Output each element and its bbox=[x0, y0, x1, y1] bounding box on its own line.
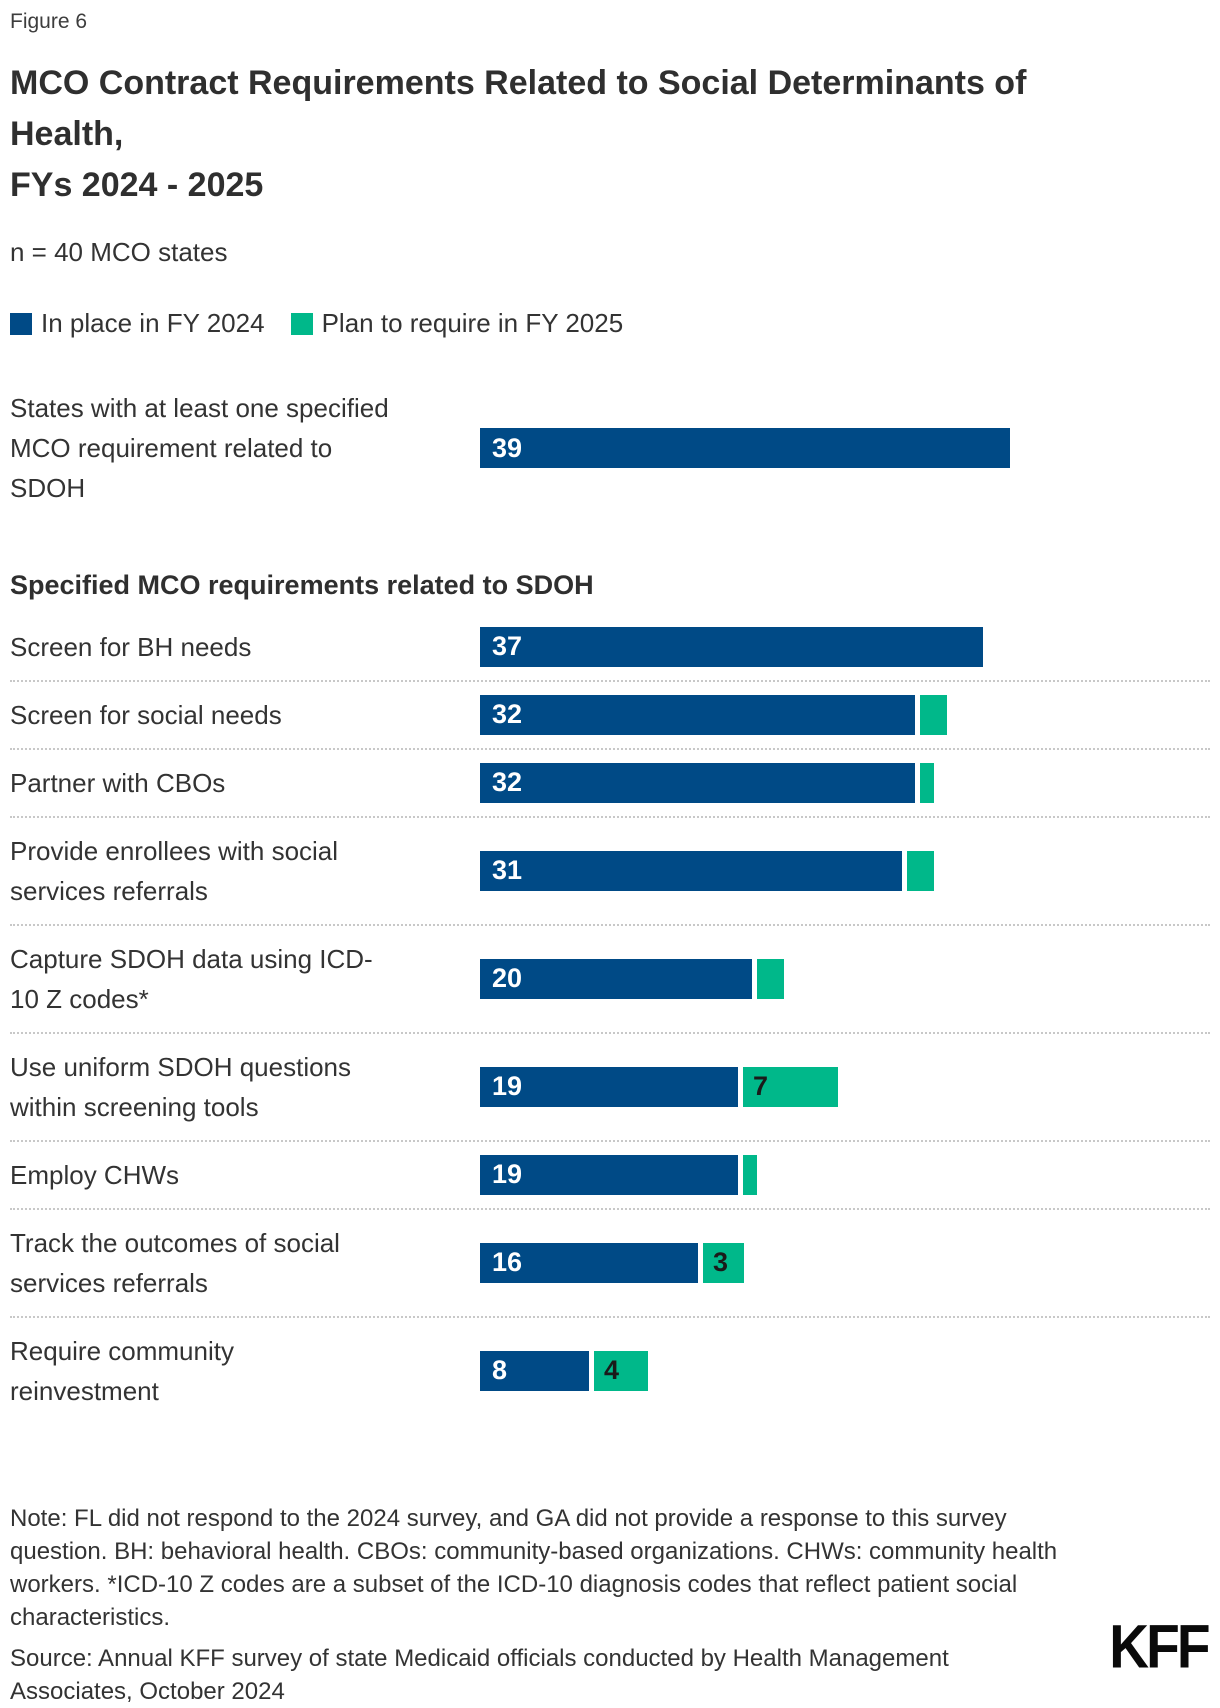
bar-fy2024: 8 bbox=[480, 1350, 589, 1391]
bar-track: 37 bbox=[480, 626, 1210, 667]
chart-group-overall: States with at least one specified MCO r… bbox=[10, 375, 1210, 521]
bar-fy2024: 19 bbox=[480, 1066, 738, 1107]
row-label: Use uniform SDOH questions within screen… bbox=[10, 1051, 352, 1122]
bar-fy2025: 7 bbox=[743, 1066, 838, 1107]
bar-value-fy2024: 20 bbox=[492, 963, 523, 993]
bar-fy2025 bbox=[907, 850, 934, 891]
bar-track: 19 bbox=[480, 1154, 1210, 1195]
bar-fy2025: 3 bbox=[703, 1242, 744, 1283]
chart-row: Screen for social needs 32 bbox=[10, 679, 1210, 748]
legend-label-fy2024: In place in FY 2024 bbox=[41, 308, 265, 338]
legend-label-fy2025: Plan to require in FY 2025 bbox=[321, 308, 624, 338]
bar-fy2024: 31 bbox=[480, 850, 902, 891]
kff-logo: KFF bbox=[1109, 1612, 1210, 1681]
bar-value-fy2025: 4 bbox=[604, 1355, 620, 1385]
bar-fy2024: 20 bbox=[480, 958, 752, 999]
bar-value-fy2024: 32 bbox=[492, 767, 523, 797]
bar-value-fy2024: 16 bbox=[492, 1247, 523, 1277]
bar-track: 31 bbox=[480, 850, 1210, 891]
legend-item-fy2025: Plan to require in FY 2025 bbox=[290, 308, 624, 339]
bar-track: 20 bbox=[480, 958, 1210, 999]
chart-row: Use uniform SDOH questions within screen… bbox=[10, 1031, 1210, 1140]
bar-track: 19 7 bbox=[480, 1066, 1210, 1107]
bar-track: 16 3 bbox=[480, 1242, 1210, 1283]
row-label: Provide enrollees with social services r… bbox=[10, 835, 339, 906]
bar-fy2024: 19 bbox=[480, 1154, 738, 1195]
bar-value-fy2024: 39 bbox=[492, 432, 523, 463]
row-label: Employ CHWs bbox=[10, 1159, 180, 1190]
bar-fy2025: 4 bbox=[594, 1350, 648, 1391]
row-label: States with at least one specified MCO r… bbox=[10, 393, 389, 503]
chart-row: Capture SDOH data using ICD-10 Z codes* 2… bbox=[10, 923, 1210, 1032]
chart-title-line-2: FYs 2024 - 2025 bbox=[10, 166, 264, 204]
chart-row: Require community reinvestment 8 4 bbox=[10, 1315, 1210, 1424]
bar-fy2025 bbox=[757, 958, 784, 999]
bar-value-fy2024: 19 bbox=[492, 1159, 523, 1189]
bar-fy2025 bbox=[920, 762, 934, 803]
legend: In place in FY 2024 Plan to require in F… bbox=[10, 308, 1210, 339]
bar-value-fy2024: 37 bbox=[492, 631, 523, 661]
chart-row: Provide enrollees with social services r… bbox=[10, 815, 1210, 924]
row-label: Screen for BH needs bbox=[10, 631, 252, 662]
bar-fy2025 bbox=[743, 1154, 757, 1195]
chart-row: Partner with CBOs 32 bbox=[10, 747, 1210, 816]
chart-title-line-1: MCO Contract Requirements Related to Soc… bbox=[10, 64, 1027, 153]
chart-title: MCO Contract Requirements Related to Soc… bbox=[10, 58, 1110, 211]
bar-track: 32 bbox=[480, 694, 1210, 735]
bar-track: 39 bbox=[480, 428, 1210, 468]
chart-row: Screen for BH needs 37 bbox=[10, 614, 1210, 680]
bar-value-fy2024: 32 bbox=[492, 699, 523, 729]
bar-fy2024: 32 bbox=[480, 762, 915, 803]
bar-fy2024: 16 bbox=[480, 1242, 698, 1283]
legend-swatch-fy2025-icon bbox=[290, 312, 313, 335]
bar-value-fy2024: 8 bbox=[492, 1355, 508, 1385]
bar-fy2025 bbox=[920, 694, 947, 735]
row-label: Partner with CBOs bbox=[10, 767, 226, 798]
row-label: Capture SDOH data using ICD-10 Z codes* bbox=[10, 943, 373, 1014]
bar-fy2024: 37 bbox=[480, 626, 983, 667]
bar-value-fy2025: 3 bbox=[713, 1247, 729, 1277]
bar-value-fy2024: 31 bbox=[492, 855, 523, 885]
chart-row: Employ CHWs 19 bbox=[10, 1139, 1210, 1208]
bar-fy2024: 32 bbox=[480, 694, 915, 735]
row-label: Require community reinvestment bbox=[10, 1335, 234, 1406]
bar-value-fy2024: 19 bbox=[492, 1071, 523, 1101]
section-heading: Specified MCO requirements related to SD… bbox=[10, 570, 594, 600]
row-label: Track the outcomes of social services re… bbox=[10, 1227, 340, 1298]
bar-fy2024: 39 bbox=[480, 428, 1010, 468]
bar-value-fy2025: 7 bbox=[753, 1071, 769, 1101]
row-label: Screen for social needs bbox=[10, 699, 282, 730]
chart-row: Track the outcomes of social services re… bbox=[10, 1207, 1210, 1316]
chart-row: States with at least one specified MCO r… bbox=[10, 375, 1210, 521]
chart-group-requirements: Screen for BH needs 37 Screen for social n… bbox=[10, 614, 1210, 1424]
legend-swatch-fy2024-icon bbox=[10, 312, 32, 335]
note-text: Note: FL did not respond to the 2024 sur… bbox=[10, 1504, 1058, 1631]
source-text: Source: Annual KFF survey of state Medic… bbox=[10, 1644, 949, 1706]
legend-item-fy2024: In place in FY 2024 bbox=[10, 308, 265, 339]
figure-number: Figure 6 bbox=[10, 10, 88, 33]
chart-subtitle: n = 40 MCO states bbox=[10, 237, 228, 267]
bar-track: 32 bbox=[480, 762, 1210, 803]
